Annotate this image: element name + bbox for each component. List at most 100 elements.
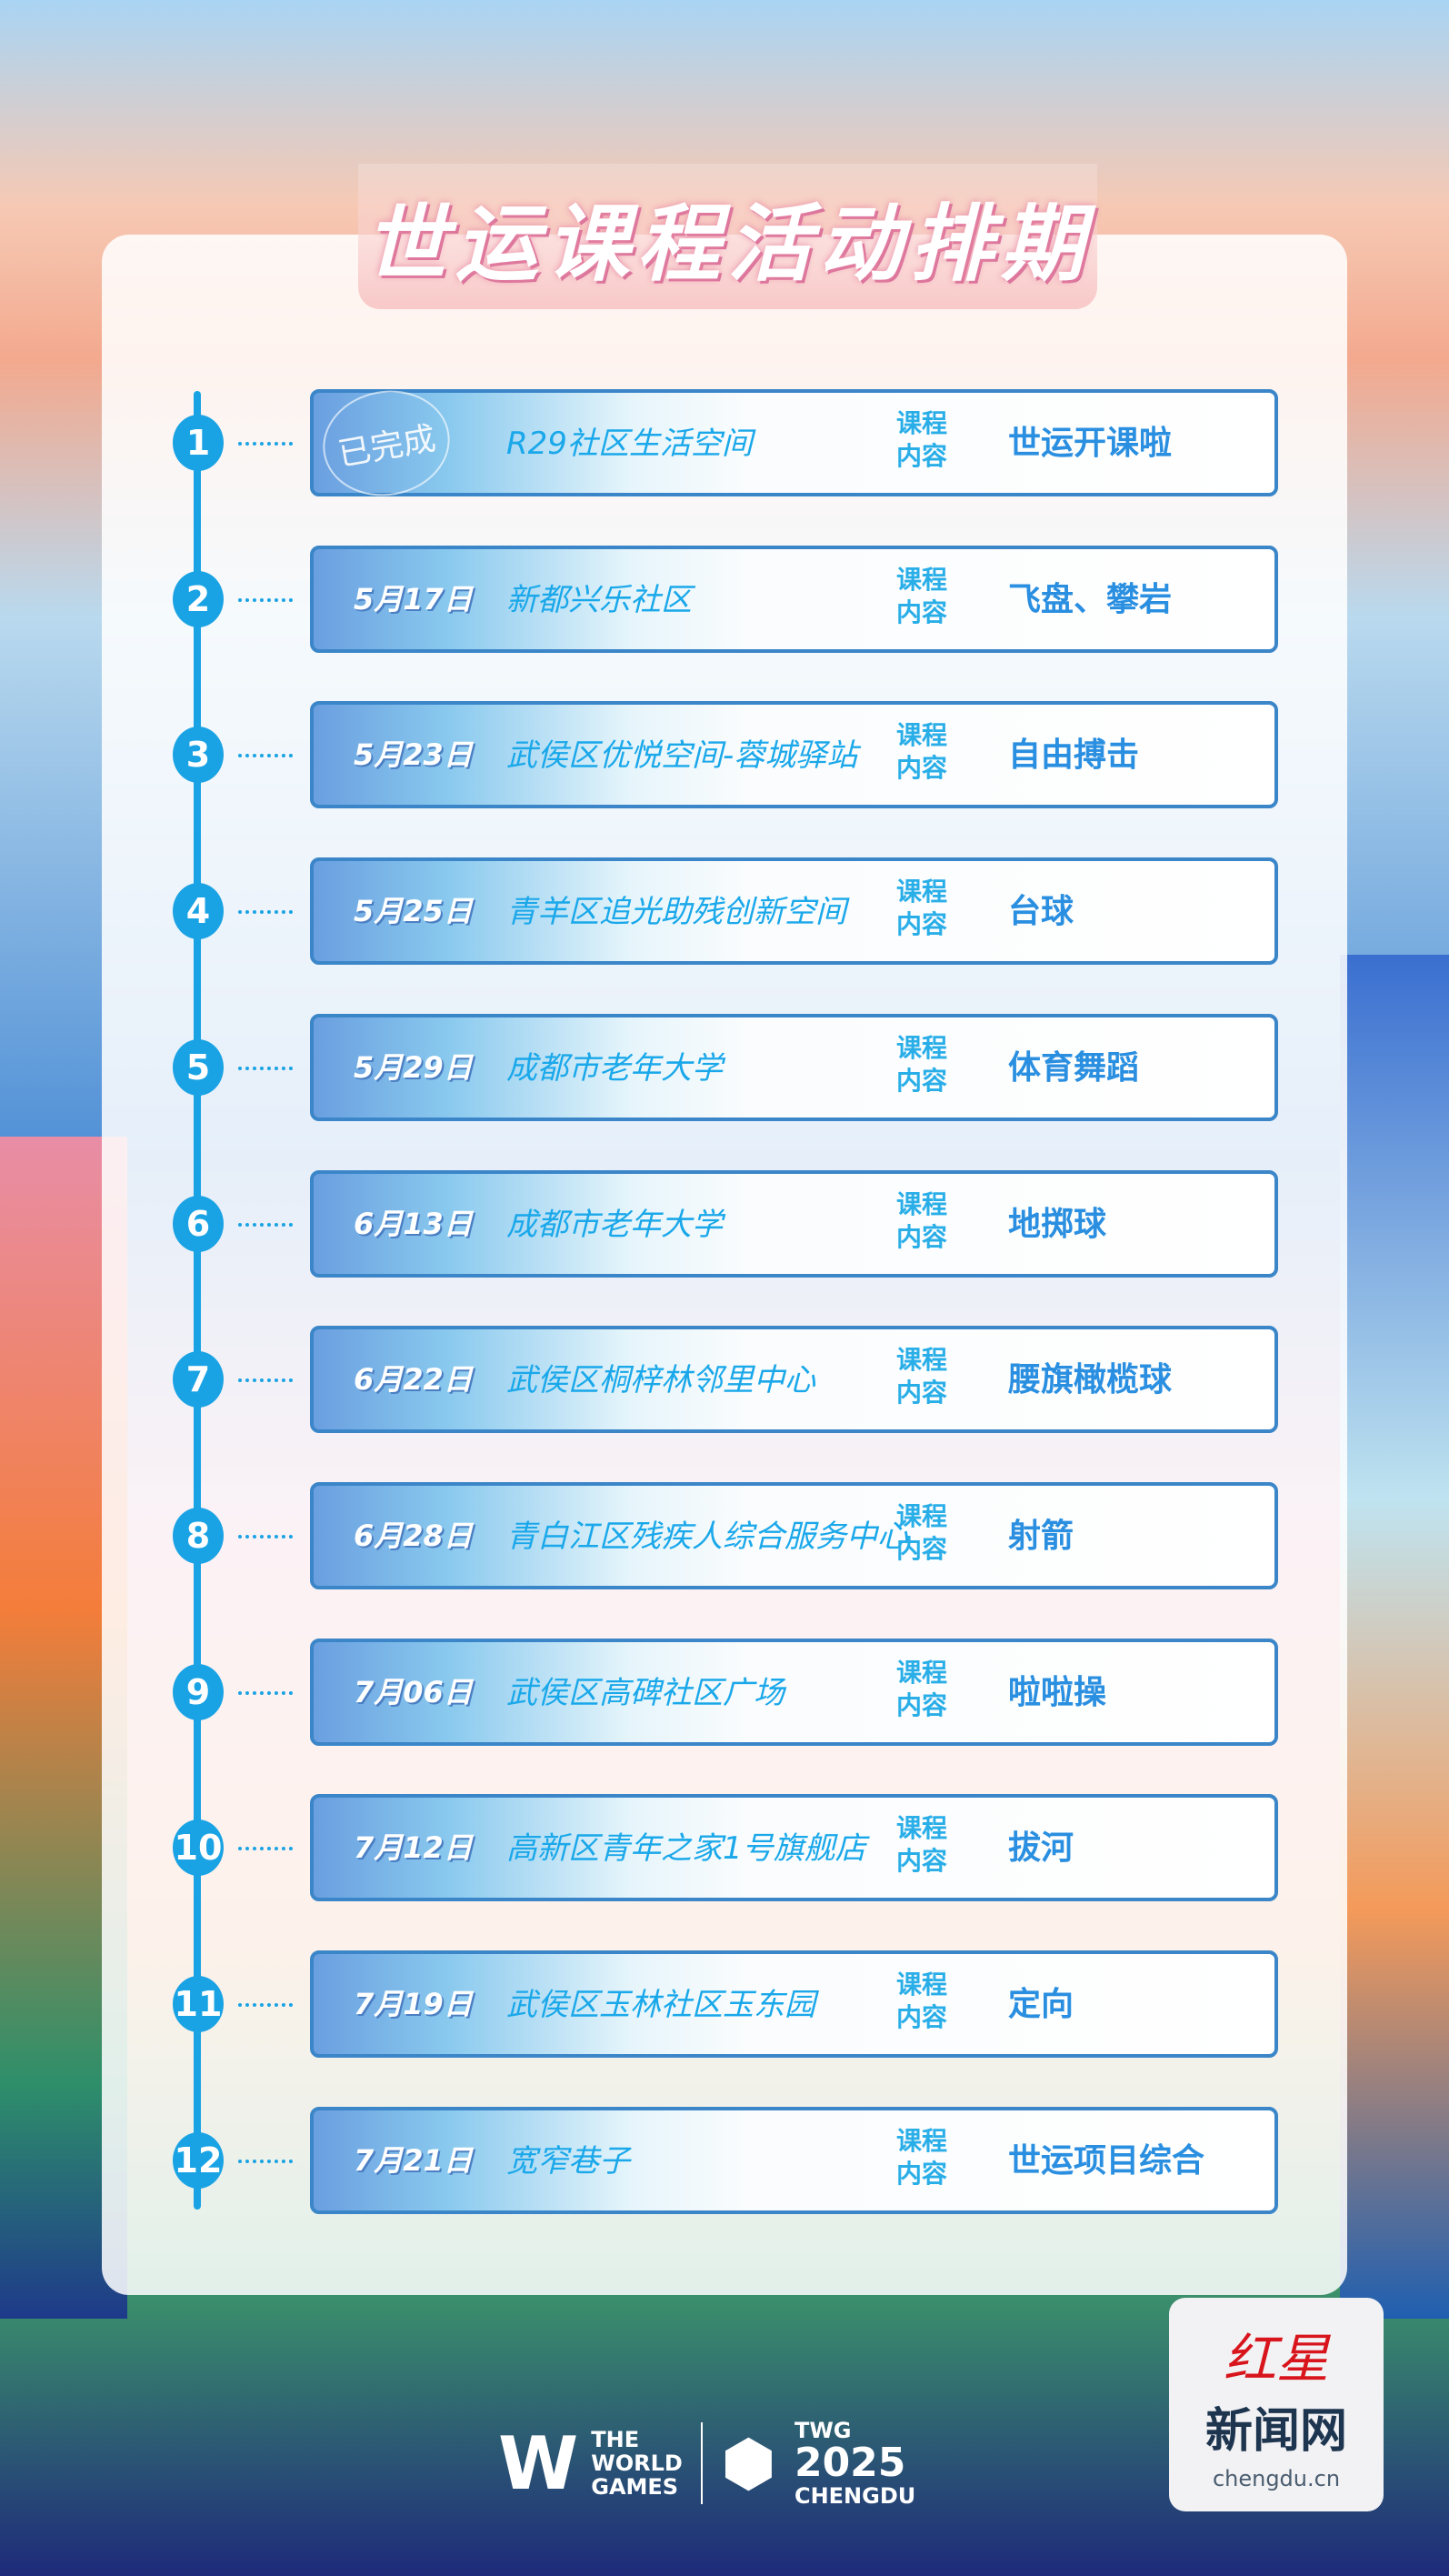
schedule-card: 7月21日 宽窄巷子 课程内容 世运项目综合 [310, 2106, 1278, 2214]
date: 6月13日 [354, 1206, 473, 1241]
wg-line: WORLD [591, 2451, 683, 2476]
schedule-row: 7 6月22日 武侯区桐梓林邻里中心 课程内容 腰旗橄榄球 [173, 1326, 1278, 1434]
date: 6月28日 [354, 1518, 473, 1553]
step-number: 2 [173, 570, 224, 627]
schedule-row: 9 7月06日 武侯区高碑社区广场 课程内容 啦啦操 [173, 1638, 1278, 1746]
world-games-logo-icon: W [498, 2421, 578, 2506]
venue: 武侯区玉林社区玉东园 [506, 1987, 815, 2023]
hongxing-logo: 红星 新闻网 chengdu.cn [1169, 2298, 1384, 2511]
schedule-row: 3 5月23日 武侯区优悦空间-蓉城驿站 课程内容 自由搏击 [173, 701, 1278, 809]
course-name: 啦啦操 [1008, 1673, 1107, 1711]
schedule-card: 已完成 R29社区生活空间 课程内容 世运开课啦 [310, 380, 1278, 506]
dotted-connector [238, 597, 293, 602]
schedule-card: 6月22日 武侯区桐梓林邻里中心 课程内容 腰旗橄榄球 [310, 1326, 1278, 1434]
schedule-row: 11 7月19日 武侯区玉林社区玉东园 课程内容 定向 [173, 1950, 1278, 2058]
logo-main-text: 新闻网 [1204, 2403, 1347, 2459]
step-number: 10 [173, 1819, 224, 1877]
schedule-card: 7月12日 高新区青年之家1号旗舰店 课程内容 拔河 [310, 1794, 1278, 1902]
dotted-connector [238, 442, 293, 446]
step-number: 5 [173, 1038, 224, 1096]
date: 7月21日 [354, 2142, 473, 2178]
course-name: 自由搏击 [1008, 737, 1140, 775]
venue: 青羊区追光助残创新空间 [506, 894, 846, 931]
course-name: 世运开课啦 [1008, 425, 1173, 462]
course-name: 定向 [1008, 1986, 1074, 2023]
date: 6月22日 [354, 1362, 473, 1398]
background-art-right [1340, 955, 1449, 2319]
twg-line: TWG [794, 2418, 852, 2443]
date: 7月12日 [354, 1830, 473, 1866]
completed-stamp: 已完成 [315, 380, 458, 506]
course-name: 地掷球 [1008, 1205, 1107, 1243]
step-number: 9 [173, 1663, 224, 1720]
schedule-card: 6月13日 成都市老年大学 课程内容 地掷球 [310, 1169, 1278, 1278]
venue: R29社区生活空间 [506, 426, 753, 462]
course-label: 课程内容 [896, 1813, 948, 1877]
schedule-row: 12 7月21日 宽窄巷子 课程内容 世运项目综合 [173, 2106, 1278, 2214]
title-banner: 世运课程活动排期 [358, 164, 1097, 309]
course-name: 世运项目综合 [1008, 2141, 1205, 2180]
step-number: 3 [173, 727, 224, 784]
twg-line: 2025 [794, 2440, 906, 2486]
venue: 高新区青年之家1号旗舰店 [506, 1830, 866, 1868]
schedule-card: 5月17日 新都兴乐社区 课程内容 飞盘、攀岩 [310, 545, 1278, 653]
dotted-connector [238, 1534, 293, 1539]
step-number: 4 [173, 883, 224, 940]
divider [700, 2422, 703, 2504]
course-label: 课程内容 [896, 1188, 948, 1252]
logo-red-text: 红星 [1223, 2328, 1329, 2390]
course-label: 课程内容 [896, 1345, 948, 1408]
course-label: 课程内容 [896, 1032, 948, 1096]
twg-text: TWG 2025 CHENGDU [794, 2419, 915, 2508]
step-number: 7 [173, 1351, 224, 1408]
venue: 新都兴乐社区 [506, 581, 692, 618]
date: 5月29日 [354, 1049, 473, 1085]
schedule-card: 5月25日 青羊区追光助残创新空间 课程内容 台球 [310, 857, 1278, 966]
world-games-text: THE WORLD GAMES [591, 2428, 683, 2499]
dotted-connector [238, 910, 293, 915]
wg-line: THE [591, 2427, 640, 2452]
venue: 武侯区优悦空间-蓉城驿站 [506, 737, 858, 775]
course-label: 课程内容 [896, 1970, 948, 2032]
date: 5月17日 [354, 581, 473, 616]
schedule-card: 5月29日 成都市老年大学 课程内容 体育舞蹈 [310, 1013, 1278, 1121]
twg-line: CHENGDU [794, 2483, 916, 2509]
schedule-row: 6 6月13日 成都市老年大学 课程内容 地掷球 [173, 1169, 1278, 1278]
venue: 成都市老年大学 [506, 1206, 723, 1243]
wg-line: GAMES [591, 2474, 679, 2500]
timeline-line [194, 391, 201, 2210]
date: 5月25日 [354, 894, 473, 929]
schedule-row: 1 已完成 R29社区生活空间 课程内容 世运开课啦 [173, 380, 1278, 506]
course-name: 飞盘、攀岩 [1008, 580, 1173, 618]
course-name: 台球 [1008, 893, 1074, 931]
venue: 武侯区桐梓林邻里中心 [506, 1362, 815, 1399]
schedule-row: 10 7月12日 高新区青年之家1号旗舰店 课程内容 拔河 [173, 1794, 1278, 1902]
dotted-connector [238, 1378, 293, 1383]
venue: 宽窄巷子 [506, 2142, 630, 2180]
twg-panda-logo-icon: ⬢ [720, 2426, 776, 2501]
date: 5月23日 [354, 737, 473, 773]
course-label: 课程内容 [896, 1500, 948, 1564]
course-label: 课程内容 [896, 720, 948, 784]
schedule-row: 2 5月17日 新都兴乐社区 课程内容 飞盘、攀岩 [173, 545, 1278, 653]
course-label: 课程内容 [896, 564, 948, 627]
schedule-card: 5月23日 武侯区优悦空间-蓉城驿站 课程内容 自由搏击 [310, 701, 1278, 809]
step-number: 11 [173, 1976, 224, 2032]
course-name: 拔河 [1008, 1829, 1074, 1868]
dotted-connector [238, 1690, 293, 1695]
dotted-connector [238, 2159, 293, 2163]
step-number: 6 [173, 1195, 224, 1252]
footer-logos: W THE WORLD GAMES ⬢ TWG 2025 CHENGDU [498, 2419, 915, 2508]
page-title: 世运课程活动排期 [364, 195, 1092, 293]
step-number: 1 [173, 415, 224, 471]
course-label: 课程内容 [896, 877, 948, 940]
schedule-card: 7月06日 武侯区高碑社区广场 课程内容 啦啦操 [310, 1638, 1278, 1746]
dotted-connector [238, 2003, 293, 2007]
venue: 成都市老年大学 [506, 1049, 723, 1087]
date: 7月06日 [354, 1674, 473, 1709]
step-number: 12 [173, 2131, 224, 2189]
schedule-row: 5 5月29日 成都市老年大学 课程内容 体育舞蹈 [173, 1013, 1278, 1121]
course-label: 课程内容 [896, 408, 948, 471]
venue: 青白江区残疾人综合服务中心 [506, 1518, 908, 1555]
course-label: 课程内容 [896, 2125, 948, 2189]
